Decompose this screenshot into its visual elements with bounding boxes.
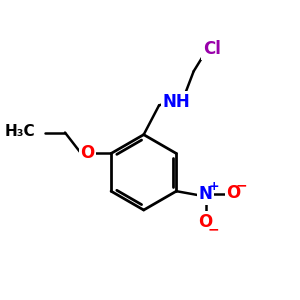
Text: O: O	[80, 145, 94, 163]
Text: O: O	[226, 184, 241, 202]
Text: +: +	[208, 180, 219, 193]
Text: H₃C: H₃C	[5, 124, 36, 139]
Text: −: −	[208, 222, 219, 236]
Text: N: N	[199, 185, 213, 203]
Text: Cl: Cl	[203, 40, 221, 58]
Text: NH: NH	[163, 93, 190, 111]
Text: −: −	[236, 178, 247, 192]
Text: O: O	[199, 213, 213, 231]
